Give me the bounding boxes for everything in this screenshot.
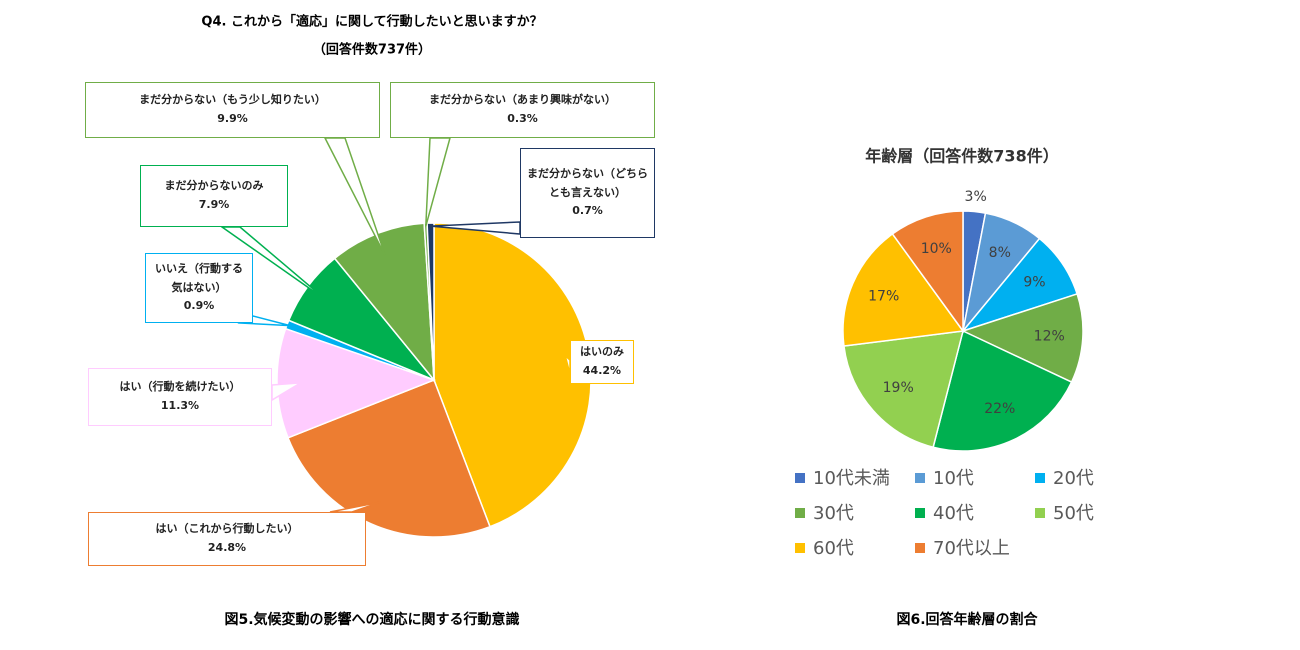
data-label: 3% — [965, 189, 987, 205]
data-label: 22% — [984, 401, 1015, 417]
callout-label: いいえ（行動する気はない） — [155, 261, 243, 294]
legend-swatch — [1035, 473, 1045, 483]
callout-value: 24.8% — [207, 541, 247, 554]
callout-pointer — [219, 226, 328, 302]
legend-swatch — [915, 473, 925, 483]
callout: はいのみ 44.2% — [570, 340, 634, 384]
callout-label: まだ分からない（あまり興味がない） — [429, 93, 616, 107]
callout-label: はいのみ — [580, 345, 624, 359]
callout-value: 0.7% — [572, 204, 603, 218]
callout-value: 0.3% — [507, 112, 538, 125]
data-label: 19% — [883, 380, 914, 396]
legend-swatch — [915, 543, 925, 553]
callout-label: はい（これから行動したい） — [155, 522, 299, 536]
callout-pointer — [271, 382, 301, 402]
callout-label: まだ分からないのみ — [164, 179, 264, 193]
chart-subtitle: （回答件数737件） — [313, 42, 431, 58]
legend-label: 30代 — [813, 503, 854, 524]
pie-slice — [842, 232, 965, 347]
legend-swatch — [915, 508, 925, 518]
legend-label: 20代 — [1053, 468, 1094, 489]
data-label: 9% — [1023, 274, 1045, 290]
data-label: 10% — [921, 241, 952, 257]
data-label: 12% — [1034, 328, 1065, 344]
callout-pointer — [425, 137, 451, 227]
caption: 図6.回答年齢層の割合 — [896, 611, 1038, 628]
legend-label: 40代 — [933, 503, 974, 524]
legend-label: 50代 — [1053, 503, 1094, 524]
data-label: 17% — [868, 289, 899, 305]
callout-value: 11.3% — [160, 399, 200, 412]
callout-label: まだ分からない（もう少し知りたい） — [139, 93, 326, 107]
legend-swatch — [795, 473, 805, 483]
callout: まだ分からない（どちらとも言えない） 0.7% — [520, 148, 655, 238]
chart-title: Q4. これから「適応」に関して行動したいと思いますか？ — [201, 14, 542, 30]
callout-label: はい（行動を続けたい） — [119, 380, 241, 394]
callout-value: 0.9% — [183, 299, 215, 313]
callout-pointer — [323, 137, 386, 257]
legend-swatch — [795, 508, 805, 518]
pie-slice — [932, 329, 1073, 452]
callout-value: 44.2% — [582, 364, 622, 377]
pie-slice — [891, 210, 964, 334]
callout: はい（行動を続けたい） 11.3% — [88, 368, 272, 426]
callout: まだ分からない（あまり興味がない） 0.3% — [390, 82, 655, 138]
legend-label: 70代以上 — [933, 538, 1010, 559]
pie-slice — [276, 327, 437, 439]
pie-slice — [960, 292, 1084, 384]
legend-swatch — [795, 543, 805, 553]
legend-label: 60代 — [813, 538, 854, 559]
legend-swatch — [1035, 508, 1045, 518]
caption: 図5.気候変動の影響への適応に関する行動意識 — [224, 611, 519, 628]
chart-title: 年齢層（回答件数738件） — [865, 147, 1058, 166]
callout-value: 7.9% — [198, 198, 230, 211]
callout-label: まだ分からない（どちらとも言えない） — [527, 166, 648, 199]
legend-label: 10代未満 — [813, 468, 890, 489]
pie-slice — [287, 379, 491, 538]
callout-value: 9.9% — [217, 112, 248, 125]
legend-label: 10代 — [933, 468, 974, 489]
callout: いいえ（行動する気はない） 0.9% — [145, 253, 253, 323]
data-label: 8% — [989, 245, 1011, 261]
callout: まだ分からないのみ 7.9% — [140, 165, 288, 227]
callout: はい（これから行動したい） 24.8% — [88, 512, 366, 566]
pie-slice — [843, 330, 965, 449]
callout: まだ分からない（もう少し知りたい） 9.9% — [85, 82, 380, 138]
